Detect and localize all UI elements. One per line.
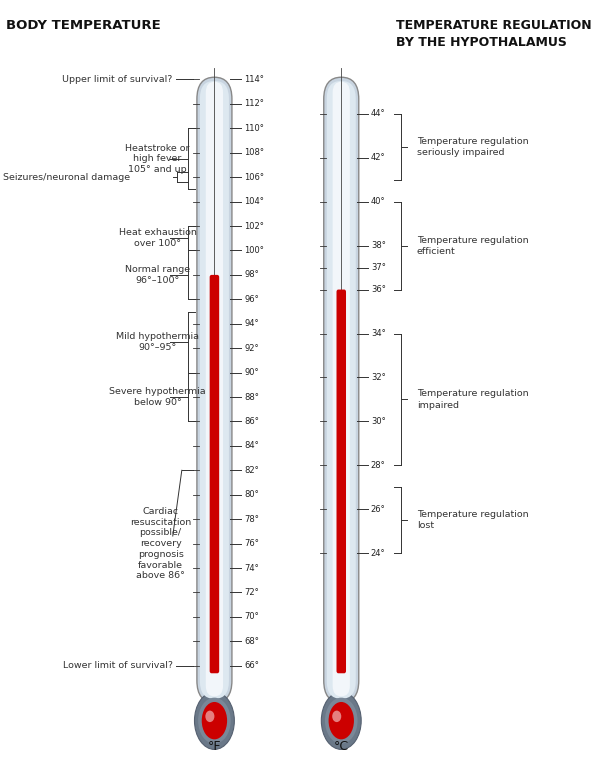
Text: 82°: 82°	[244, 466, 259, 475]
Text: 40°: 40°	[371, 197, 385, 206]
FancyBboxPatch shape	[333, 82, 350, 696]
FancyBboxPatch shape	[206, 82, 223, 696]
Ellipse shape	[329, 702, 354, 740]
Text: 108°: 108°	[244, 148, 264, 157]
Text: 28°: 28°	[371, 461, 385, 470]
FancyBboxPatch shape	[210, 275, 219, 673]
Ellipse shape	[321, 692, 361, 749]
Text: 104°: 104°	[244, 197, 264, 206]
Ellipse shape	[205, 711, 214, 722]
Text: 80°: 80°	[244, 491, 259, 499]
Text: Temperature regulation
lost: Temperature regulation lost	[417, 510, 528, 531]
Text: 68°: 68°	[244, 637, 259, 646]
Text: 66°: 66°	[244, 661, 259, 670]
FancyBboxPatch shape	[197, 77, 232, 702]
Text: °F: °F	[208, 740, 221, 753]
Text: 100°: 100°	[244, 246, 264, 255]
Ellipse shape	[202, 702, 227, 740]
Text: 94°: 94°	[244, 319, 259, 329]
Ellipse shape	[325, 698, 358, 743]
Text: Temperature regulation
seriously impaired: Temperature regulation seriously impaire…	[417, 136, 528, 157]
Text: Temperature regulation
efficient: Temperature regulation efficient	[417, 235, 528, 256]
Ellipse shape	[332, 711, 341, 722]
Ellipse shape	[198, 698, 231, 743]
Text: Lower limit of survival?: Lower limit of survival?	[63, 661, 173, 670]
Text: 36°: 36°	[371, 285, 386, 294]
Text: °C: °C	[333, 740, 349, 753]
Ellipse shape	[194, 692, 234, 749]
Text: 34°: 34°	[371, 329, 385, 338]
Text: 78°: 78°	[244, 515, 259, 524]
Text: Seizures/neuronal damage: Seizures/neuronal damage	[3, 173, 130, 182]
Text: 38°: 38°	[371, 241, 386, 250]
FancyBboxPatch shape	[200, 81, 229, 699]
Text: 106°: 106°	[244, 173, 264, 182]
Text: 24°: 24°	[371, 549, 385, 558]
Text: TEMPERATURE REGULATION
BY THE HYPOTHALAMUS: TEMPERATURE REGULATION BY THE HYPOTHALAM…	[396, 19, 591, 49]
Text: 74°: 74°	[244, 563, 259, 572]
Text: Temperature regulation
impaired: Temperature regulation impaired	[417, 389, 528, 410]
Text: 76°: 76°	[244, 539, 259, 548]
FancyBboxPatch shape	[327, 81, 356, 699]
Text: 44°: 44°	[371, 109, 385, 118]
Text: Normal range
96°–100°: Normal range 96°–100°	[125, 265, 190, 285]
Text: 70°: 70°	[244, 612, 259, 621]
Text: 98°: 98°	[244, 270, 259, 279]
Text: 110°: 110°	[244, 124, 264, 132]
Text: 114°: 114°	[244, 75, 264, 84]
Text: 112°: 112°	[244, 99, 264, 108]
Text: Mild hypothermia
90°–95°: Mild hypothermia 90°–95°	[116, 332, 199, 352]
Text: 86°: 86°	[244, 417, 259, 426]
Text: 32°: 32°	[371, 373, 385, 382]
Text: 30°: 30°	[371, 417, 385, 426]
Text: 102°: 102°	[244, 222, 264, 231]
Text: 90°: 90°	[244, 368, 259, 377]
Text: 42°: 42°	[371, 153, 385, 162]
Text: 92°: 92°	[244, 344, 259, 353]
FancyBboxPatch shape	[336, 289, 346, 673]
Text: 88°: 88°	[244, 393, 259, 401]
Text: 37°: 37°	[371, 263, 386, 272]
Text: 84°: 84°	[244, 441, 259, 450]
FancyBboxPatch shape	[324, 77, 359, 702]
Text: Upper limit of survival?: Upper limit of survival?	[62, 75, 173, 84]
Text: Cardiac
resuscitation
possible/
recovery
prognosis
favorable
above 86°: Cardiac resuscitation possible/ recovery…	[130, 507, 191, 581]
Text: Heat exhaustion
over 100°: Heat exhaustion over 100°	[119, 229, 196, 248]
Text: BODY TEMPERATURE: BODY TEMPERATURE	[6, 19, 161, 32]
Text: 26°: 26°	[371, 505, 385, 514]
Text: 72°: 72°	[244, 588, 259, 597]
Text: 96°: 96°	[244, 294, 259, 304]
Text: Heatstroke or
high fever
105° and up: Heatstroke or high fever 105° and up	[126, 144, 190, 174]
Text: Severe hypothermia
below 90°: Severe hypothermia below 90°	[109, 387, 206, 407]
